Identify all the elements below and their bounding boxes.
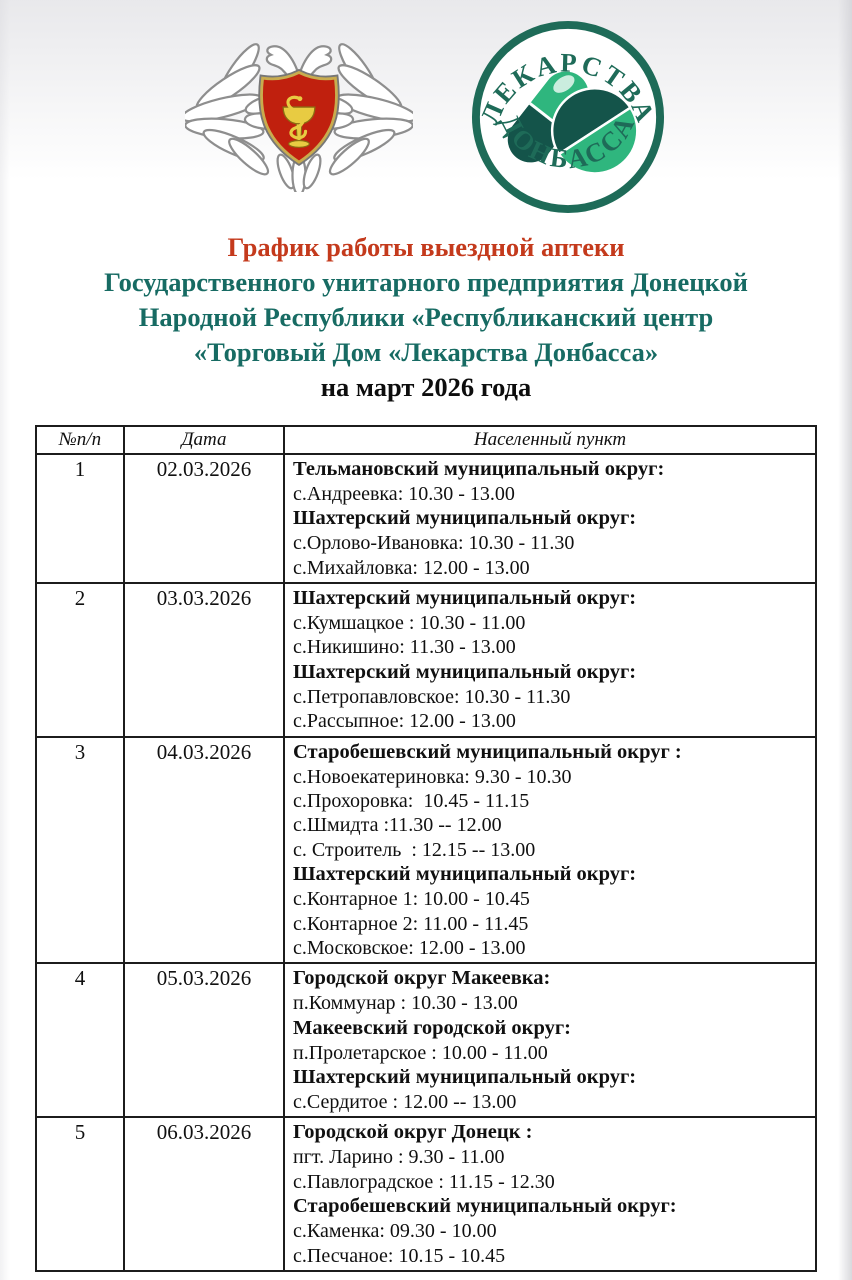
location-time: с.Новоекатериновка: 9.30 - 10.30: [293, 765, 572, 788]
district-heading: Шахтерский муниципальный округ:: [293, 507, 637, 530]
district-heading: Шахтерский муниципальный округ:: [293, 1066, 637, 1089]
row-locations: Шахтерский муниципальный округ: с.Кумшацк…: [283, 582, 817, 738]
org-name-line-1: Государственного унитарного предприятия …: [104, 266, 748, 297]
district-heading: Шахтерский муниципальный округ:: [293, 863, 637, 886]
location-time: с.Контарное 2: 11.00 - 11.45: [293, 912, 529, 935]
district-heading: Шахтерский муниципальный округ:: [293, 587, 637, 610]
location-time: с.Петропавловское: 10.30 - 11.30: [293, 685, 571, 708]
location-time: с. Строитель : 12.15 -- 13.00: [293, 838, 536, 861]
location-time: пгт. Ларино : 9.30 - 11.00: [293, 1146, 505, 1169]
row-date: 05.03.2026: [123, 962, 285, 1119]
row-number: 5: [35, 1116, 125, 1273]
row-locations: Городской округ Макеевка: п.Коммунар : 10…: [283, 962, 817, 1119]
header-logos: ЛЕКАРСТВА ДОНБАССА: [0, 0, 852, 216]
district-heading: Городской округ Донецк :: [293, 1121, 533, 1144]
dnr-coat-of-arms-emblem: [185, 43, 413, 192]
district-heading: Старобешевский муниципальный округ:: [293, 1195, 677, 1218]
row-locations: Городской округ Донецк : пгт. Ларино : 9.…: [283, 1116, 817, 1273]
row-number: 3: [35, 735, 125, 965]
district-heading: Городской округ Макеевка:: [293, 967, 551, 990]
bowl-of-hygieia-icon: [282, 95, 316, 148]
row-locations: Старобешевский муниципальный округ : с.Но…: [283, 735, 817, 965]
district-heading: Шахтерский муниципальный округ:: [293, 660, 637, 683]
col-header-date: Дата: [123, 424, 285, 455]
table-row: 5 06.03.2026 Городской округ Донецк : пгт. …: [35, 1116, 817, 1273]
location-time: с.Песчаное: 10.15 - 10.45: [293, 1244, 506, 1267]
location-time: с.Сердитое : 12.00 -- 13.00: [293, 1091, 517, 1114]
row-number: 2: [35, 582, 125, 738]
table-row: 1 02.03.2026 Тельмановский муниципальный о…: [35, 452, 817, 585]
row-number: 1: [35, 452, 125, 585]
table-header-row: №п/п Дата Населенный пункт: [35, 424, 817, 455]
table-row: 2 03.03.2026 Шахтерский муниципальный окру…: [35, 582, 817, 738]
eagle-tail: [276, 153, 322, 192]
col-header-settlement: Населенный пункт: [283, 424, 817, 455]
row-locations: Тельмановский муниципальный округ: с.Андр…: [283, 452, 817, 585]
tablet-icon: [550, 87, 639, 175]
title-block: График работы выездной аптеки Государств…: [0, 230, 852, 405]
location-time: с.Шмидта :11.30 -- 12.00: [293, 814, 502, 837]
table-row: 4 05.03.2026 Городской округ Макеевка: п.Ко…: [35, 962, 817, 1119]
location-time: с.Андреевка: 10.30 - 13.00: [293, 482, 515, 505]
district-heading: Старобешевский муниципальный округ :: [293, 740, 682, 763]
col-header-number: №п/п: [35, 424, 125, 455]
location-time: с.Никишино: 11.30 - 13.00: [293, 636, 516, 659]
location-time: с.Каменка: 09.30 - 10.00: [293, 1220, 497, 1243]
schedule-table-body: 1 02.03.2026 Тельмановский муниципальный о…: [35, 452, 817, 1273]
location-time: с.Михайловка: 12.00 - 13.00: [293, 556, 530, 579]
table-row: 3 04.03.2026 Старобешевский муниципальный …: [35, 735, 817, 965]
location-time: п.Коммунар : 10.30 - 13.00: [293, 992, 518, 1015]
row-date: 02.03.2026: [123, 452, 285, 585]
org-name-line-3: «Торговый Дом «Лекарства Донбасса»: [193, 336, 659, 367]
district-heading: Тельмановский муниципальный округ:: [293, 457, 665, 480]
location-time: с.Прохоровка: 10.45 - 11.15: [293, 789, 530, 812]
location-time: с.Московское: 12.00 - 13.00: [293, 936, 526, 959]
row-date: 06.03.2026: [123, 1116, 285, 1273]
lekarstva-donbassa-logo: ЛЕКАРСТВА ДОНБАССА: [471, 20, 665, 214]
org-name-line-2: Народной Республики «Республиканский цен…: [138, 301, 714, 332]
location-time: п.Пролетарское : 10.00 - 11.00: [293, 1041, 548, 1064]
district-heading: Макеевский городской округ:: [293, 1016, 571, 1039]
schedule-period: на март 2026 года: [320, 371, 532, 402]
page-title: График работы выездной аптеки: [227, 232, 625, 262]
location-time: с.Кумшацкое : 10.30 - 11.00: [293, 612, 526, 635]
location-time: с.Орлово-Ивановка: 10.30 - 11.30: [293, 532, 575, 555]
location-time: с.Рассыпное: 12.00 - 13.00: [293, 710, 516, 733]
row-date: 04.03.2026: [123, 735, 285, 965]
row-date: 03.03.2026: [123, 582, 285, 738]
location-time: с.Павлоградское : 11.15 - 12.30: [293, 1170, 555, 1193]
schedule-table: №п/п Дата Населенный пункт 1 02.03.2026 Те…: [35, 424, 817, 1273]
location-time: с.Контарное 1: 10.00 - 10.45: [293, 888, 530, 911]
row-number: 4: [35, 962, 125, 1119]
